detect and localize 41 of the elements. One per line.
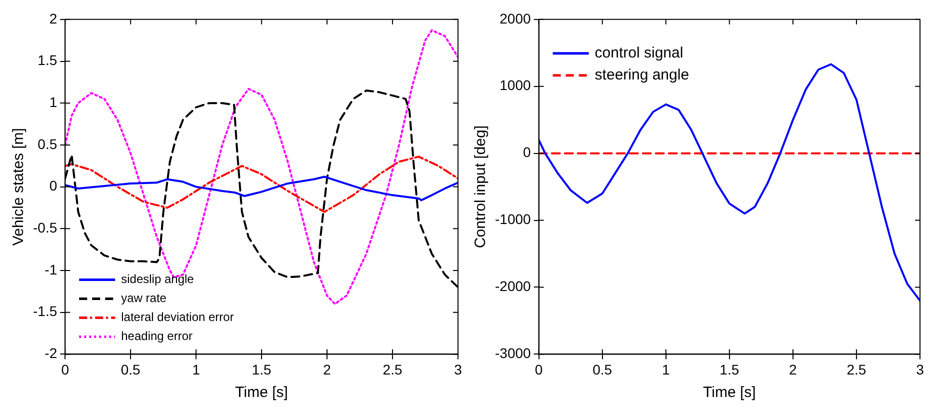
legend-label: yaw rate (121, 291, 167, 306)
x-axis-title: Time [s] (235, 384, 288, 402)
x-tick-label: 3 (454, 361, 462, 378)
x-tick-label: 0.5 (592, 361, 612, 378)
x-tick-label: 1 (662, 361, 670, 378)
x-tick-label: 2 (789, 361, 798, 378)
y-tick-label: 1.5 (38, 52, 58, 68)
y-tick-label: -2 (44, 345, 58, 362)
x-tick-label: 0.5 (120, 361, 141, 378)
legend-label: steering angle (594, 66, 690, 84)
y-tick-label: -1.5 (33, 303, 58, 320)
y-axis-title: Vehicle states [m] (10, 128, 28, 246)
x-tick-label: 2.5 (846, 361, 866, 378)
y-tick-label: -2000 (494, 278, 532, 294)
legend-label: heading error (121, 329, 193, 344)
y-tick-label: -1000 (494, 211, 532, 228)
legend-label: lateral deviation error (121, 310, 234, 324)
y-tick-label: 1 (49, 94, 58, 110)
x-tick-label: 3 (916, 361, 924, 378)
x-axis-title: Time [s] (703, 384, 756, 402)
x-tick-label: 0 (534, 361, 543, 378)
y-tick-label: 0 (523, 144, 532, 160)
x-tick-label: 2.5 (382, 361, 402, 378)
x-tick-label: 1.5 (720, 361, 740, 378)
x-tick-label: 2 (323, 361, 332, 378)
y-tick-label: 0.5 (38, 136, 58, 152)
y-tick-label: -0.5 (33, 220, 58, 236)
x-tick-label: 1.5 (252, 361, 272, 378)
x-tick-label: 0 (61, 361, 70, 378)
y-tick-label: 2 (49, 10, 58, 26)
y-axis-title: Control input [deg] (472, 126, 490, 248)
y-tick-label: 1000 (500, 77, 532, 94)
legend-label: control signal (594, 44, 684, 62)
line-series (65, 29, 458, 305)
x-tick-label: 1 (192, 361, 200, 378)
y-tick-label: -3000 (494, 345, 532, 362)
line-series (65, 156, 458, 213)
y-tick-label: 2000 (500, 10, 532, 26)
y-tick-label: -1 (44, 261, 58, 278)
y-tick-label: 0 (49, 178, 58, 194)
legend-label: sideslip angle (121, 272, 194, 286)
